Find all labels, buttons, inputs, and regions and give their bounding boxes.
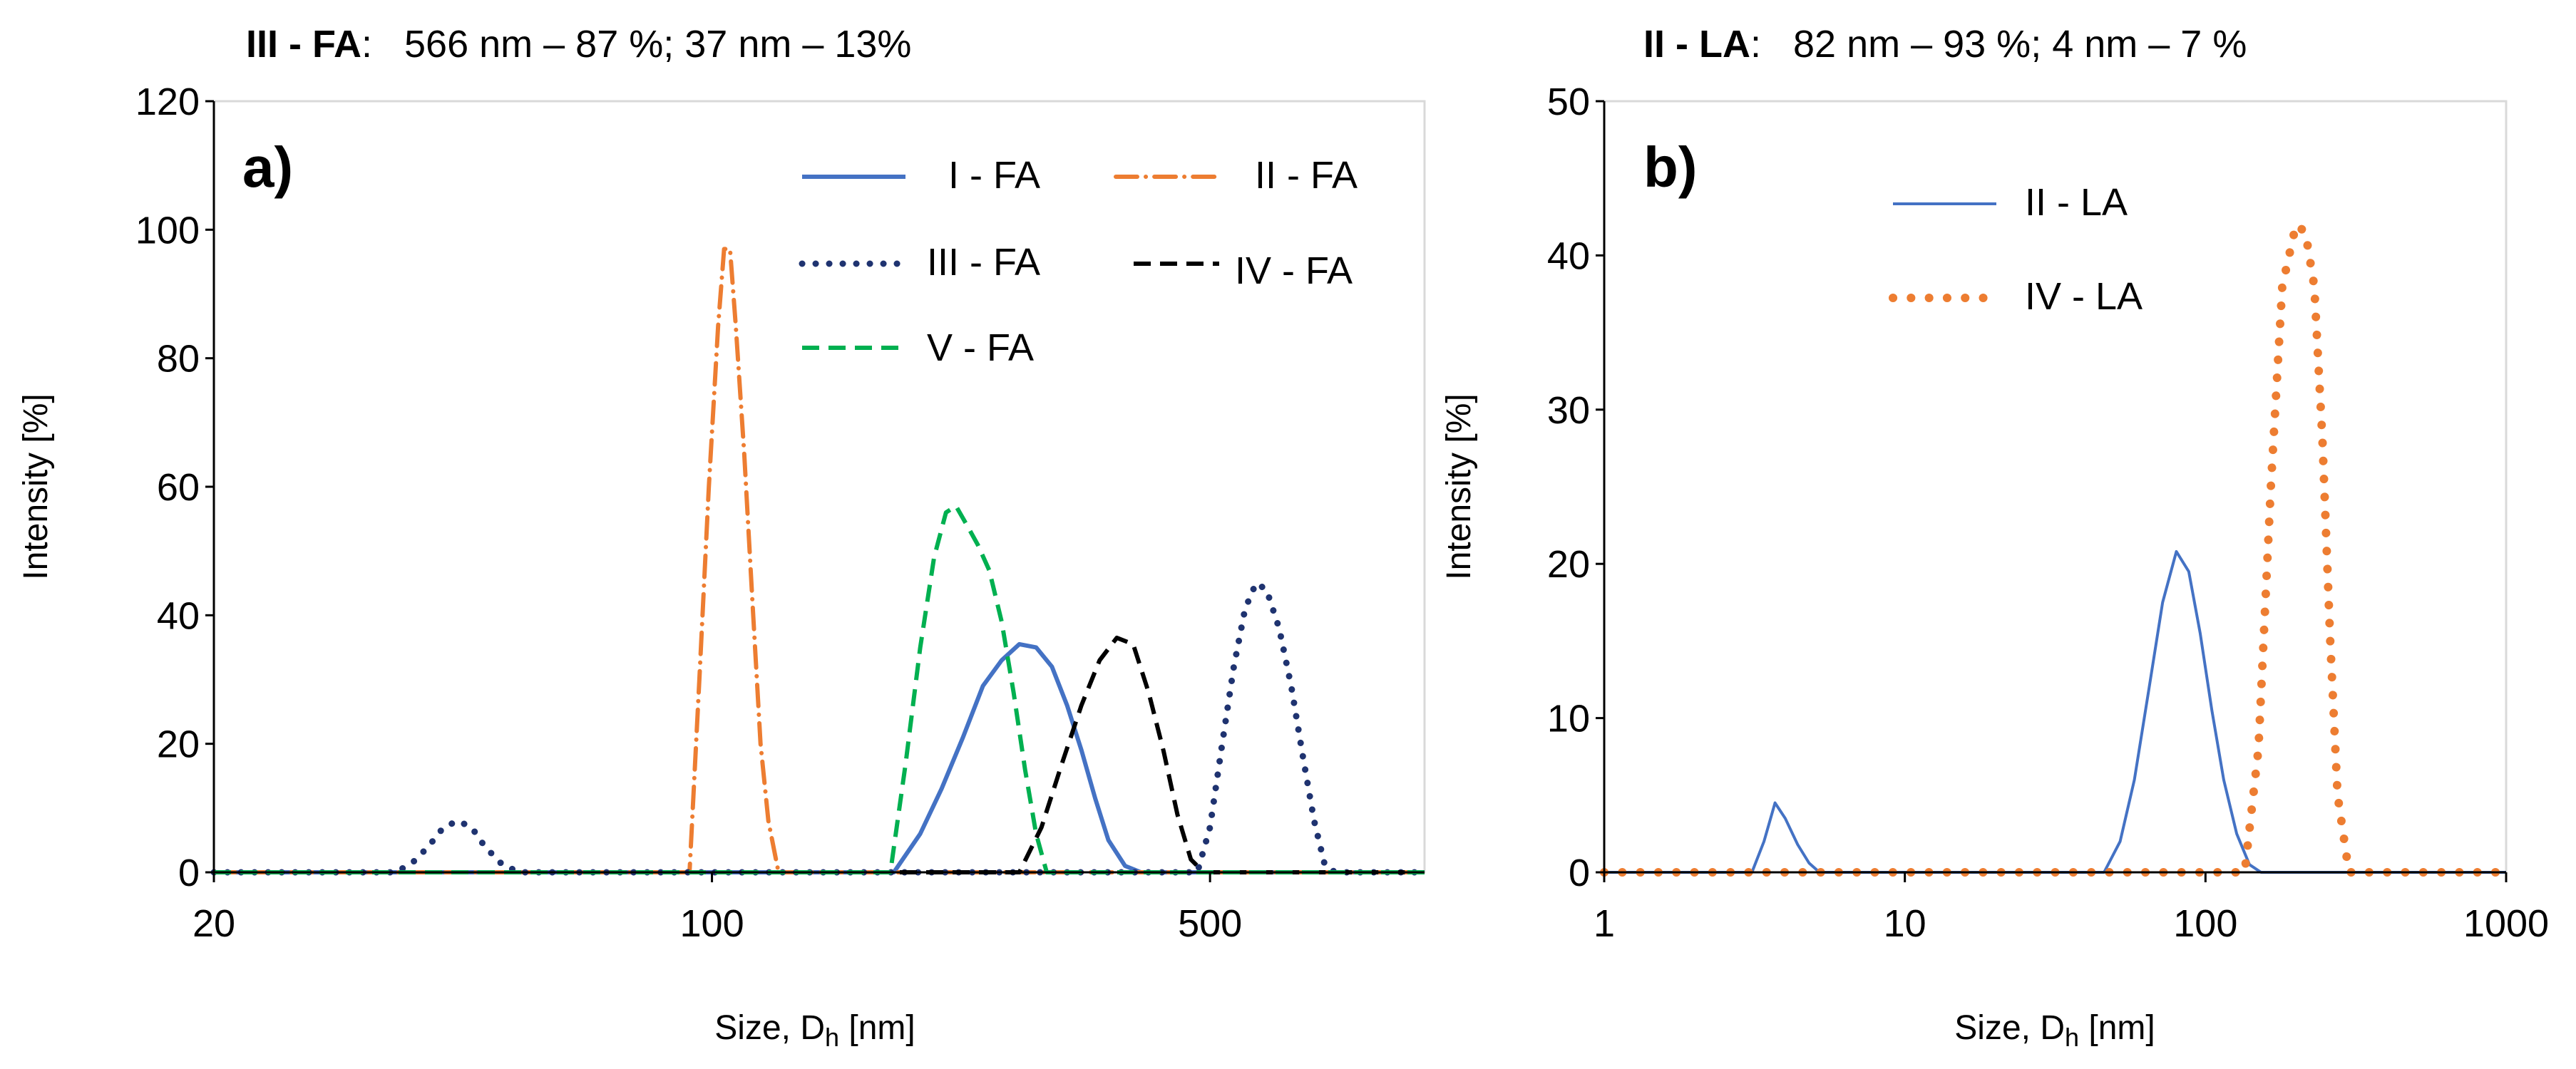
y-tick-label: 50 xyxy=(1547,81,1590,123)
panel-b-x-ticks: 1 10 100 1000 xyxy=(1594,872,2549,945)
legend-label: V - FA xyxy=(927,326,1034,369)
panel-b-x-axis-label-unit: [nm] xyxy=(2079,1009,2155,1047)
panel-a-x-axis-label: Size, Dh [nm] xyxy=(714,1009,915,1052)
panel-b-y-ticks: 0 10 20 30 40 50 xyxy=(1547,81,1604,894)
legend-entry-IV-LA: IV - LA xyxy=(1893,275,2143,318)
x-tick-label: 1 xyxy=(1594,902,1615,945)
y-tick-label: 120 xyxy=(135,81,200,123)
panel-b-y-axis-label: Intensity [%] xyxy=(1440,393,1478,579)
panel-b-header-bold: II - LA xyxy=(1643,23,1750,66)
panel-b-header-text: : 82 nm – 93 %; 4 nm – 7 % xyxy=(1750,23,2247,66)
panel-a-series-group xyxy=(214,249,1425,872)
legend-entry-II-FA: II - FA xyxy=(1116,154,1358,197)
legend-label: IV - FA xyxy=(1235,249,1353,292)
y-tick-label: 40 xyxy=(157,594,200,637)
panel-a-series-line xyxy=(214,506,1425,872)
panel-b-x-axis-label: Size, Dh [nm] xyxy=(1954,1009,2155,1052)
panel-a-header-text: : 566 nm – 87 %; 37 nm – 13% xyxy=(361,23,911,66)
panel-a-panel-label: a) xyxy=(242,135,293,199)
y-tick-label: 20 xyxy=(1547,543,1590,586)
legend-entry-IV-FA: IV - FA xyxy=(1134,249,1353,292)
legend-entry-II-LA: II - LA xyxy=(1893,181,2128,224)
legend-label: I - FA xyxy=(948,154,1040,197)
panel-a: III - FA: 566 nm – 87 %; 37 nm – 13% 020… xyxy=(17,23,1425,1052)
y-tick-label: 10 xyxy=(1547,698,1590,740)
y-tick-label: 30 xyxy=(1547,389,1590,432)
legend-label: II - LA xyxy=(2025,181,2128,224)
y-tick-label: 100 xyxy=(135,209,200,252)
panel-a-series-line xyxy=(214,249,1425,872)
y-tick-label: 0 xyxy=(1569,852,1590,894)
panel-a-header-bold: III - FA xyxy=(246,23,361,66)
dls-size-distribution-figure: III - FA: 566 nm – 87 %; 37 nm – 13% 020… xyxy=(0,0,2576,1069)
x-tick-label: 1000 xyxy=(2463,902,2549,945)
panel-b-series-group xyxy=(1604,224,2506,872)
x-tick-label: 20 xyxy=(193,902,235,945)
legend-label: IV - LA xyxy=(2025,275,2143,318)
x-tick-label: 100 xyxy=(680,902,744,945)
panel-b-series-line xyxy=(1604,552,2506,872)
y-tick-label: 80 xyxy=(157,338,200,381)
y-tick-label: 40 xyxy=(1547,234,1590,277)
legend-entry-I-FA: I - FA xyxy=(802,154,1040,197)
y-tick-label: 20 xyxy=(157,723,200,766)
panel-a-x-ticks: 20 100 500 xyxy=(193,872,1242,945)
panel-b-panel-label: b) xyxy=(1643,135,1698,199)
legend-entry-V-FA: V - FA xyxy=(802,326,1034,369)
panel-a-x-axis-label-sub: h xyxy=(825,1023,839,1052)
y-tick-label: 60 xyxy=(157,466,200,509)
y-tick-label: 0 xyxy=(178,852,200,894)
panel-a-series-line xyxy=(214,583,1425,872)
panel-b-x-axis-label-sub: h xyxy=(2065,1023,2079,1052)
x-tick-label: 500 xyxy=(1178,902,1242,945)
legend-label: III - FA xyxy=(927,241,1040,284)
legend-label: II - FA xyxy=(1255,154,1358,197)
panel-b-legend: II - LA IV - LA xyxy=(1893,181,2143,318)
panel-a-legend: I - FA II - FA III - FA IV - FA V - FA xyxy=(802,154,1358,369)
panel-a-x-axis-label-unit: [nm] xyxy=(839,1009,915,1047)
panel-a-plot-area xyxy=(214,101,1425,872)
panel-a-y-ticks: 0 20 40 60 80 100 120 xyxy=(135,81,214,894)
panel-a-y-axis-label: Intensity [%] xyxy=(17,393,55,579)
panel-b-series-line xyxy=(1604,224,2506,872)
panel-a-header: III - FA: 566 nm – 87 %; 37 nm – 13% xyxy=(246,23,911,66)
x-tick-label: 10 xyxy=(1884,902,1926,945)
legend-entry-III-FA: III - FA xyxy=(802,241,1040,284)
panel-b-header: II - LA: 82 nm – 93 %; 4 nm – 7 % xyxy=(1643,23,2247,66)
panel-a-x-axis-label-main: Size, D xyxy=(714,1009,825,1047)
x-tick-label: 100 xyxy=(2173,902,2237,945)
panel-b-x-axis-label-main: Size, D xyxy=(1954,1009,2065,1047)
panel-a-series-line xyxy=(214,638,1425,872)
panel-b: II - LA: 82 nm – 93 %; 4 nm – 7 % 010203… xyxy=(1440,23,2549,1052)
panel-a-series-line xyxy=(214,644,1425,872)
